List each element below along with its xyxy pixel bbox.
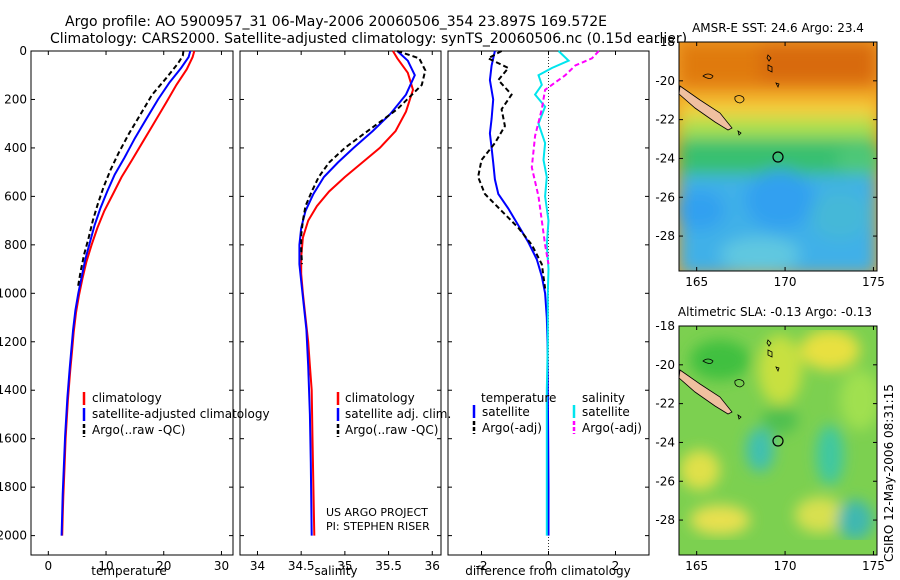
y-tick-label: -24 [655,151,675,165]
salinity-xlabel: salinity [314,564,357,578]
y-tick-label: -22 [655,113,675,127]
difference-legend: temperature salinity satellite Argo(-adj… [472,391,642,435]
y-tick-label: -20 [655,74,675,88]
y-tick-label: 1600 [0,432,27,446]
y-tick-label: -28 [655,229,675,243]
salinity-plot-area: 34 34.5 35 35.5 36 [240,50,441,573]
y-tick-label: -26 [655,190,675,204]
x-tick-label: 30 [214,559,229,573]
y-tick-label: -18 [655,35,675,49]
diff-legend-temperature-title: temperature [481,391,556,405]
y-tick-label: 2000 [0,529,27,543]
legend-climatology-label: climatology [92,391,162,405]
legend-argo-label: Argo(..raw -QC) [92,423,185,437]
pi-label: PI: STEPHEN RISER [326,520,430,533]
diff-legend-temp-argo-label: Argo(-adj) [482,421,542,435]
temperature-profile-series-2 [76,50,185,289]
sla-map-panel: Altimetric SLA: -0.13 Argo: -0.13 [655,305,885,573]
y-tick-label: 400 [4,141,27,155]
sla-argo-location-marker [772,435,784,447]
salinity-panel: 34 34.5 35 35.5 36 salinity climatology sate… [239,50,451,578]
x-tick-label: 175 [862,559,885,573]
difference-from-climatology-series-0 [488,50,550,536]
x-tick-label: 165 [685,275,708,289]
sal-legend-satellite-label: satellite adj. clim. [345,407,451,421]
y-tick-label: 800 [4,238,27,252]
x-tick-label: 35.5 [375,559,402,573]
difference-from-climatology-series-1 [477,50,547,289]
sal-legend-climatology-label: climatology [345,391,415,405]
x-tick-label: 0 [545,559,553,573]
x-tick-label: 34.5 [288,559,315,573]
temperature-profile-series-1 [60,50,192,536]
difference-from-climatology-series-2 [533,50,571,536]
y-tick-label: -24 [655,435,675,449]
sst-argo-location-marker [772,151,784,163]
y-tick-label: 600 [4,189,27,203]
diff-legend-temp-satellite-label: satellite [482,405,530,419]
x-tick-label: 20 [156,559,171,573]
sla-map-title: Altimetric SLA: -0.13 Argo: -0.13 [678,305,872,319]
y-tick-label: 1400 [0,383,27,397]
x-tick-label: 2 [612,559,620,573]
difference-xlabel: difference from climatology [465,564,631,578]
temperature-legend: climatology satellite-adjusted climatolo… [82,391,270,437]
y-tick-label: -20 [655,358,675,372]
y-tick-label: 1200 [0,335,27,349]
x-tick-label: 165 [685,559,708,573]
diff-legend-sal-argo-label: Argo(-adj) [582,421,642,435]
x-tick-label: 10 [98,559,113,573]
salinity-axes-frame [239,50,442,556]
csiro-timestamp: CSIRO 12-May-2006 08:31:15 [882,384,896,562]
sla-map-frame [678,325,878,556]
project-label: US ARGO PROJECT [326,506,428,519]
x-tick-label: 170 [774,559,797,573]
x-tick-label: 36 [425,559,440,573]
y-tick-label: -28 [655,513,675,527]
y-tick-label: -22 [655,397,675,411]
x-tick-label: -2 [476,559,488,573]
y-tick-label: -18 [655,319,675,333]
sst-map-frame [678,41,878,272]
x-tick-label: 35 [337,559,352,573]
y-tick-label: 1800 [0,480,27,494]
diff-legend-sal-satellite-label: satellite [582,405,630,419]
temperature-profile-series-0 [61,50,196,536]
y-tick-label: 1000 [0,286,27,300]
y-tick-label: 200 [4,92,27,106]
figure-title-line2: Climatology: CARS2000. Satellite-adjuste… [50,31,687,47]
x-tick-label: 170 [774,275,797,289]
x-tick-label: 34 [250,559,265,573]
sal-legend-argo-label: Argo(..raw -QC) [345,423,438,437]
salinity-profile-series-2 [300,50,427,265]
difference-panel: -2 0 2 difference from climatology tempera… [447,50,650,578]
y-tick-label: 0 [19,44,27,58]
difference-plot-area: -2 0 2 [448,50,649,573]
x-tick-label: 0 [44,559,52,573]
temperature-xlabel: temperature [91,564,166,578]
salinity-profile-series-1 [298,50,416,536]
legend-satellite-label: satellite-adjusted climatology [92,407,270,421]
temperature-plot-area: 0 10 20 30 0 200 400 600 800 1000 1200 1400 1600 1800… [0,44,233,573]
diff-legend-salinity-title: salinity [582,391,625,405]
salinity-profile-series-0 [300,50,415,536]
sst-map-panel: AMSR-E SST: 24.6 Argo: 23.4 [655,21,885,289]
sla-map-image [679,326,877,555]
x-tick-label: 175 [862,275,885,289]
temperature-axes-frame [30,50,234,556]
sst-map-image [679,42,877,271]
sst-map-title: AMSR-E SST: 24.6 Argo: 23.4 [692,21,864,35]
temperature-panel: 0 10 20 30 0 200 400 600 800 1000 1200 1400 1600 1800… [0,44,270,578]
y-tick-label: -26 [655,474,675,488]
difference-from-climatology-series-3 [530,50,600,265]
salinity-legend: climatology satellite adj. clim. Argo(..… [336,391,451,437]
figure-title-line1: Argo profile: AO 5900957_31 06-May-2006 … [65,14,607,30]
